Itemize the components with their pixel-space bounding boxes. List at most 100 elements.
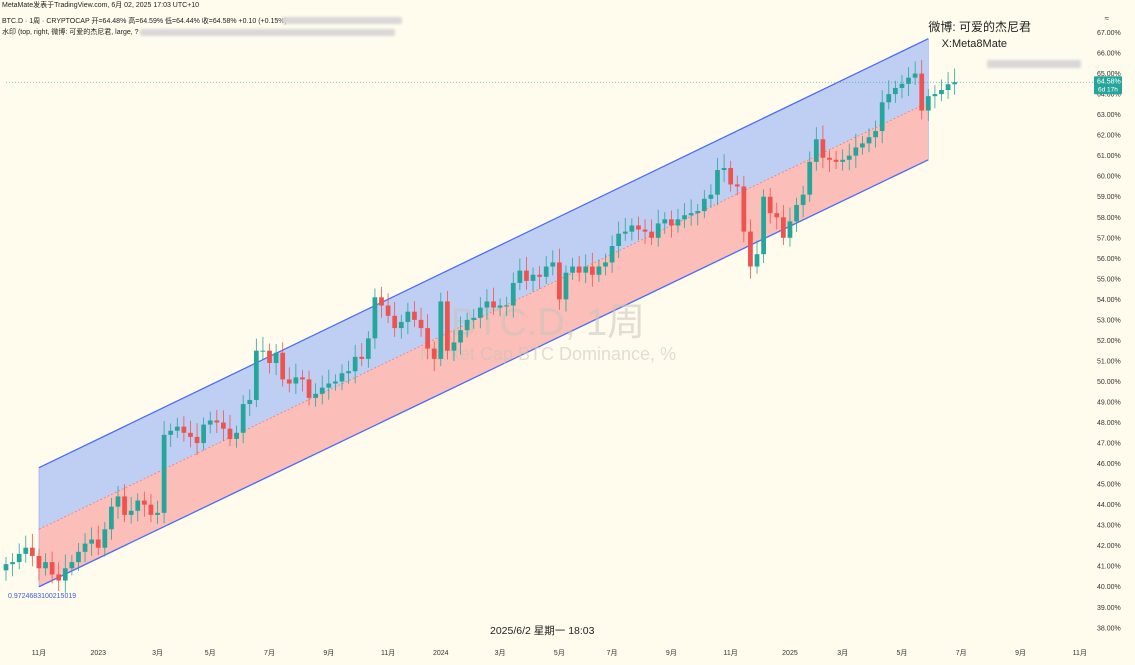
y-tick-label: 66.00% <box>1097 51 1121 58</box>
candle-down <box>267 350 272 363</box>
candle-down <box>734 184 740 187</box>
candle-up <box>372 297 378 339</box>
candle-up <box>708 194 714 199</box>
candle-up <box>688 213 694 216</box>
x-tick-label: 11月 <box>381 649 395 657</box>
candle-up <box>530 274 536 281</box>
header-watermark-line: 水印 (top, right, 微博: 可爱的杰尼君, large, ? <box>2 27 396 37</box>
candle-up <box>464 319 470 331</box>
settings-icon[interactable]: ≈ <box>1104 14 1109 23</box>
candle-down <box>418 319 424 329</box>
candle-down <box>780 217 786 238</box>
candle-down <box>833 159 839 162</box>
candle-up <box>451 342 457 351</box>
candle-up <box>293 377 299 384</box>
candle-up <box>695 211 701 214</box>
x-tick-label: 5月 <box>896 649 907 657</box>
candle-down <box>649 231 654 238</box>
candle-down <box>919 73 925 111</box>
candle-up <box>346 371 351 374</box>
candle-up <box>721 168 727 171</box>
candle-up <box>873 131 878 138</box>
candle-up <box>62 568 68 581</box>
x-tick-label: 11月 <box>1073 649 1087 657</box>
candle-up <box>609 246 615 263</box>
y-tick-label: 64.00% <box>1097 92 1121 99</box>
y-tick-label: 52.00% <box>1097 338 1121 345</box>
blurred-text <box>282 17 402 24</box>
candle-up <box>471 317 477 320</box>
candle-up <box>701 198 707 212</box>
candle-up <box>76 551 81 563</box>
candle-up <box>952 82 958 85</box>
y-tick-label: 43.00% <box>1097 523 1121 530</box>
channel-upper-zone <box>38 38 929 530</box>
x-tick-label: 9月 <box>1015 649 1026 657</box>
candle-down <box>29 547 35 556</box>
candle-down <box>557 262 562 300</box>
candle-up <box>761 196 766 255</box>
candle-down <box>445 301 450 351</box>
candle-up <box>313 393 319 398</box>
candle-up <box>899 83 905 88</box>
x-axis: 11月 2023 3月 5月 7月 9月 11月 2024 3月 5月 7月 9月 11月 2025 3月 5… <box>32 649 1087 657</box>
x-tick-label: 2025 <box>782 650 798 657</box>
candle-up <box>912 73 918 78</box>
y-tick-label: 50.00% <box>1097 379 1121 386</box>
candle-up <box>754 254 760 267</box>
candle-up <box>458 330 463 343</box>
channel-layer <box>38 38 929 588</box>
candle-down <box>820 139 826 158</box>
candle-up <box>260 350 266 352</box>
candle-up <box>807 161 813 195</box>
channel-lower-line <box>38 159 929 588</box>
x-tick-label: 7月 <box>956 649 967 657</box>
center-watermark-title: BTC.D, 1周 <box>451 302 645 344</box>
candle-up <box>510 282 516 306</box>
candle-up <box>3 564 9 571</box>
candle-up <box>860 143 865 148</box>
candle-down <box>194 436 200 444</box>
candle-up <box>787 221 793 238</box>
candle-up <box>234 432 239 439</box>
candle-down <box>385 305 391 316</box>
y-tick-label: 67.00% <box>1097 30 1121 37</box>
candle-down <box>286 379 292 384</box>
candle-down <box>576 266 582 273</box>
header-publisher-line: MetaMate发表于TradingView.com, 6月 02, 2025 … <box>2 2 200 9</box>
y-tick-label: 63.00% <box>1097 112 1121 119</box>
x-tick-label: 11月 <box>32 649 46 657</box>
candle-up <box>563 272 569 300</box>
candles-layer <box>3 59 958 593</box>
y-tick-label: 53.00% <box>1097 317 1121 324</box>
candle-down <box>56 574 62 581</box>
y-tick-label: 49.00% <box>1097 400 1121 407</box>
center-watermark-subtitle: Market Cap BTC Dominance, % <box>420 344 676 364</box>
candle-down <box>227 428 233 439</box>
candle-up <box>596 266 602 275</box>
candle-up <box>247 399 253 405</box>
candle-up <box>23 547 29 554</box>
candle-up <box>517 270 523 283</box>
candle-down <box>748 231 753 267</box>
candle-up <box>662 219 668 224</box>
candle-up <box>603 262 608 267</box>
blurred-text <box>140 28 396 36</box>
candle-down <box>774 213 780 218</box>
candle-up <box>109 506 114 530</box>
candle-up <box>82 543 88 552</box>
candle-up <box>201 424 207 444</box>
candle-down <box>181 426 187 433</box>
y-tick-label: 47.00% <box>1097 441 1121 448</box>
candle-up <box>155 512 160 515</box>
y-tick-label: 62.00% <box>1097 133 1121 140</box>
x-tick-label: 2024 <box>433 650 449 657</box>
candle-up <box>365 338 371 359</box>
candle-up <box>846 155 852 160</box>
candle-up <box>405 311 411 322</box>
y-tick-label: 55.00% <box>1097 276 1121 283</box>
candle-up <box>925 96 931 111</box>
center-watermark: BTC.D, 1周 Market Cap BTC Dominance, % <box>420 302 676 364</box>
y-tick-label: 45.00% <box>1097 482 1121 489</box>
